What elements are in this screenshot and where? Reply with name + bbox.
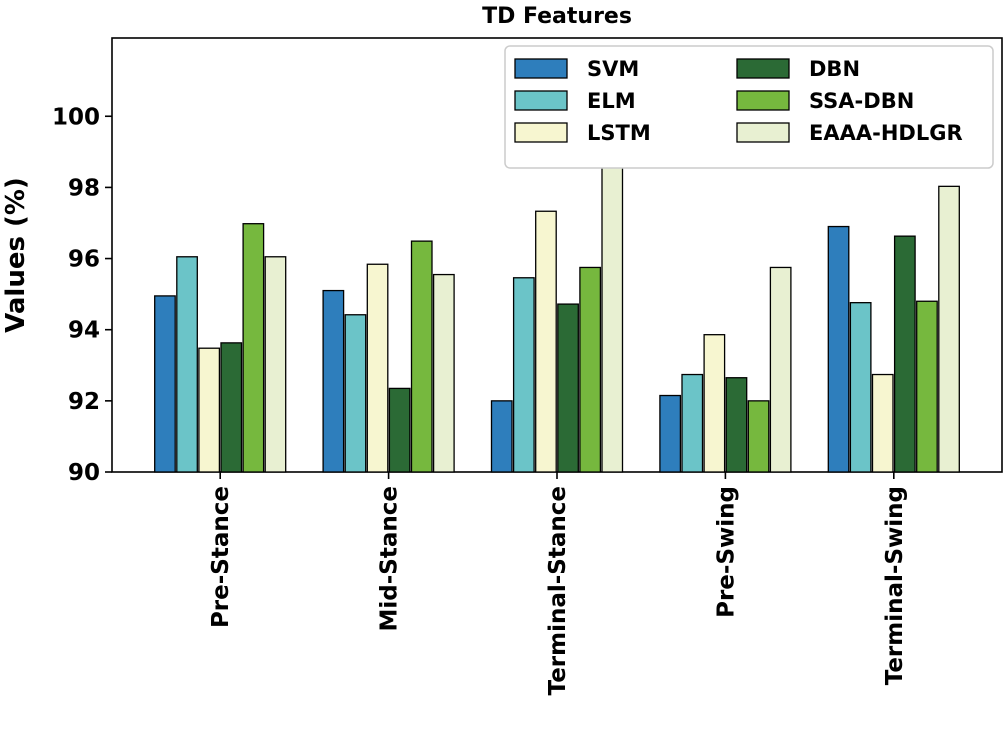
bar-elm-mid-stance bbox=[344, 314, 367, 473]
bar-series-group bbox=[154, 154, 960, 473]
legend-swatch-elm bbox=[514, 90, 568, 111]
bar-eaaa-hdlgr-pre-swing bbox=[769, 266, 792, 473]
bar-ssa-dbn-pre-swing bbox=[747, 400, 770, 473]
legend: SVM ELM LSTM DBN SSA-DBN EAAA-HDLGR bbox=[504, 45, 994, 169]
bar-svm-terminal-stance bbox=[490, 400, 513, 473]
bar-dbn-pre-stance bbox=[220, 342, 243, 473]
y-tick-label: 94 bbox=[68, 318, 100, 344]
bar-svm-pre-stance bbox=[154, 295, 176, 473]
legend-label-eaaa-hdlgr: EAAA-HDLGR bbox=[809, 121, 963, 145]
x-tick-label: Terminal-Swing bbox=[882, 486, 908, 685]
bar-elm-pre-swing bbox=[681, 373, 704, 473]
bar-eaaa-hdlgr-terminal-stance bbox=[601, 154, 624, 473]
bar-elm-terminal-swing bbox=[849, 302, 872, 473]
x-axis: Pre-Stance Mid-Stance Terminal-Stance Pre-S… bbox=[208, 472, 908, 695]
x-tick-label: Pre-Stance bbox=[208, 486, 234, 628]
legend-label-ssa-dbn: SSA-DBN bbox=[809, 89, 914, 113]
x-tick-label: Pre-Swing bbox=[713, 486, 739, 618]
y-tick-label: 100 bbox=[52, 104, 100, 130]
legend-label-elm: ELM bbox=[587, 89, 636, 113]
bar-dbn-mid-stance bbox=[388, 387, 411, 473]
legend-swatch-svm bbox=[514, 58, 568, 79]
legend-label-dbn: DBN bbox=[809, 57, 860, 81]
y-axis-label: Values (%) bbox=[1, 177, 31, 333]
y-tick-label: 92 bbox=[68, 389, 100, 415]
y-axis: 90 92 94 96 98 100 bbox=[52, 104, 112, 486]
bar-lstm-pre-swing bbox=[703, 334, 726, 473]
legend-swatch-ssa-dbn bbox=[736, 90, 790, 111]
bar-svm-terminal-swing bbox=[827, 225, 850, 473]
legend-label-svm: SVM bbox=[587, 57, 639, 81]
bar-svm-pre-swing bbox=[659, 394, 682, 473]
bar-ssa-dbn-terminal-swing bbox=[916, 300, 938, 473]
legend-swatch-eaaa-hdlgr bbox=[736, 122, 790, 143]
bar-eaaa-hdlgr-mid-stance bbox=[432, 273, 455, 473]
bar-ssa-dbn-pre-stance bbox=[242, 223, 265, 473]
bar-elm-pre-stance bbox=[176, 256, 198, 473]
x-tick-label: Mid-Stance bbox=[377, 486, 403, 631]
bar-dbn-pre-swing bbox=[725, 377, 748, 473]
legend-label-lstm: LSTM bbox=[587, 121, 651, 145]
bar-lstm-terminal-swing bbox=[871, 373, 894, 473]
bar-ssa-dbn-mid-stance bbox=[410, 240, 433, 473]
bar-svm-mid-stance bbox=[322, 289, 345, 473]
bar-lstm-mid-stance bbox=[366, 263, 389, 473]
y-tick-label: 90 bbox=[68, 460, 100, 486]
bar-eaaa-hdlgr-pre-stance bbox=[264, 256, 287, 473]
x-tick-label: Terminal-Stance bbox=[545, 486, 571, 695]
legend-swatch-lstm bbox=[514, 122, 568, 143]
chart-title: TD Features bbox=[482, 4, 632, 29]
bar-dbn-terminal-stance bbox=[557, 303, 579, 473]
y-tick-label: 98 bbox=[68, 175, 100, 201]
bar-lstm-terminal-stance bbox=[535, 210, 557, 473]
legend-swatch-dbn bbox=[736, 58, 790, 79]
bar-ssa-dbn-terminal-stance bbox=[579, 266, 602, 473]
bar-eaaa-hdlgr-terminal-swing bbox=[938, 185, 960, 473]
bar-elm-terminal-stance bbox=[512, 277, 535, 473]
bar-lstm-pre-stance bbox=[198, 347, 221, 473]
bar-dbn-terminal-swing bbox=[893, 235, 916, 473]
y-tick-label: 96 bbox=[68, 247, 100, 273]
